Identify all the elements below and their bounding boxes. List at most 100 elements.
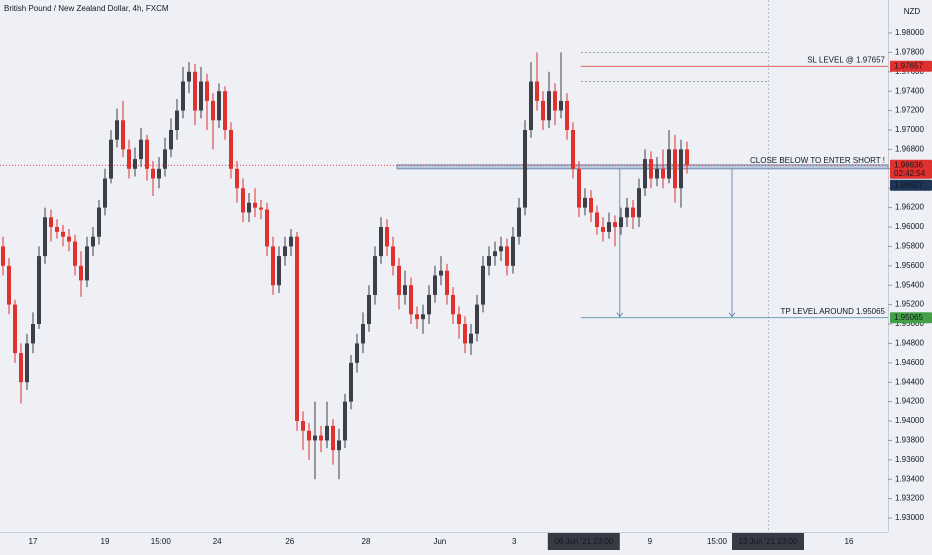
candle-body bbox=[361, 324, 365, 344]
candle-body bbox=[277, 256, 281, 286]
candle-body bbox=[553, 91, 557, 111]
candle-body bbox=[661, 168, 665, 179]
candle-body bbox=[547, 91, 551, 121]
candle-body bbox=[349, 362, 353, 402]
candle-body bbox=[445, 270, 449, 295]
candle-body bbox=[595, 212, 599, 228]
price-tag-label: 1.96627 bbox=[894, 180, 923, 189]
y-tick-label: 1.97200 bbox=[895, 106, 924, 115]
candle-body bbox=[199, 81, 203, 111]
candle-body bbox=[643, 159, 647, 189]
arrow-head bbox=[728, 312, 736, 318]
y-tick-label: 1.97400 bbox=[895, 86, 924, 95]
currency-label: NZD bbox=[904, 7, 921, 16]
x-tick-label: 16 bbox=[845, 537, 854, 546]
candle-body bbox=[565, 100, 569, 130]
price-tag bbox=[890, 159, 932, 179]
candle-body bbox=[673, 149, 677, 189]
y-tick-label: 1.95000 bbox=[895, 319, 924, 328]
candle-body bbox=[505, 246, 509, 266]
candle-body bbox=[541, 100, 545, 121]
candle-body bbox=[631, 207, 635, 218]
candle-body bbox=[43, 217, 47, 257]
time-highlight bbox=[732, 533, 804, 550]
arrow-head bbox=[616, 312, 624, 318]
candle-body bbox=[259, 207, 263, 210]
candle-body bbox=[139, 139, 143, 160]
candle-body bbox=[91, 236, 95, 247]
candle-body bbox=[169, 129, 173, 150]
y-tick-label: 1.96200 bbox=[895, 203, 924, 212]
candle-body bbox=[7, 265, 11, 305]
price-tag-label: 1.97657 bbox=[894, 61, 923, 70]
candle-body bbox=[295, 236, 299, 422]
countdown-label: 02:42:54 bbox=[894, 169, 926, 178]
candle-body bbox=[73, 241, 77, 266]
candle-body bbox=[283, 246, 287, 257]
candle-body bbox=[181, 81, 185, 111]
candle-body bbox=[427, 294, 431, 315]
candle-body bbox=[391, 246, 395, 266]
candle-body bbox=[145, 139, 149, 169]
candle-body bbox=[649, 159, 653, 179]
candle-body bbox=[325, 425, 329, 441]
x-tick-label: 24 bbox=[213, 537, 222, 546]
y-tick-label: 1.95600 bbox=[895, 261, 924, 270]
candle-body bbox=[379, 227, 383, 257]
y-tick-label: 1.95200 bbox=[895, 300, 924, 309]
candle-body bbox=[577, 168, 581, 208]
candle-body bbox=[301, 421, 305, 431]
candle-body bbox=[307, 430, 311, 441]
candle-body bbox=[559, 100, 563, 111]
candle-body bbox=[97, 207, 101, 237]
candle-body bbox=[55, 227, 59, 232]
candle-body bbox=[571, 129, 575, 169]
candle-body bbox=[85, 246, 89, 281]
candle-body bbox=[499, 246, 503, 252]
candle-body bbox=[253, 202, 257, 208]
candle-body bbox=[367, 294, 371, 325]
candle-body bbox=[523, 129, 527, 208]
candle-body bbox=[289, 236, 293, 247]
x-tick-label: 17 bbox=[29, 537, 38, 546]
tp-label: TP LEVEL AROUND 1.95065 bbox=[781, 307, 886, 316]
candle-body bbox=[589, 197, 593, 213]
candle-body bbox=[373, 256, 377, 295]
candle-body bbox=[625, 207, 629, 218]
candle-body bbox=[211, 100, 215, 121]
y-tick-label: 1.94400 bbox=[895, 377, 924, 386]
candle-body bbox=[247, 202, 251, 213]
candle-body bbox=[655, 168, 659, 179]
candle-body bbox=[205, 81, 209, 101]
candle-body bbox=[19, 353, 23, 383]
candle-body bbox=[319, 435, 323, 441]
candle-body bbox=[613, 222, 617, 228]
y-tick-label: 1.93400 bbox=[895, 474, 924, 483]
candle-body bbox=[679, 149, 683, 189]
y-tick-label: 1.93800 bbox=[895, 436, 924, 445]
y-tick-label: 1.94800 bbox=[895, 339, 924, 348]
candle-body bbox=[337, 440, 341, 451]
candle-body bbox=[331, 425, 335, 451]
y-tick-label: 1.97800 bbox=[895, 47, 924, 56]
candle-body bbox=[109, 139, 113, 179]
candle-body bbox=[49, 217, 53, 228]
y-tick-label: 1.95800 bbox=[895, 242, 924, 251]
price-tag-label: 1.95065 bbox=[894, 313, 923, 322]
candle-body bbox=[463, 324, 467, 344]
y-tick-label: 1.94200 bbox=[895, 397, 924, 406]
candle-body bbox=[133, 159, 137, 169]
time-highlight bbox=[547, 533, 620, 550]
candle-body bbox=[583, 197, 587, 208]
y-tick-label: 1.94000 bbox=[895, 416, 924, 425]
candle-body bbox=[439, 270, 443, 276]
x-tick-label: 19 bbox=[101, 537, 110, 546]
candle-body bbox=[511, 236, 515, 266]
candle-body bbox=[475, 304, 479, 334]
candle-body bbox=[481, 265, 485, 305]
candle-body bbox=[451, 294, 455, 315]
candle-body bbox=[61, 231, 65, 237]
candle-body bbox=[415, 314, 419, 320]
